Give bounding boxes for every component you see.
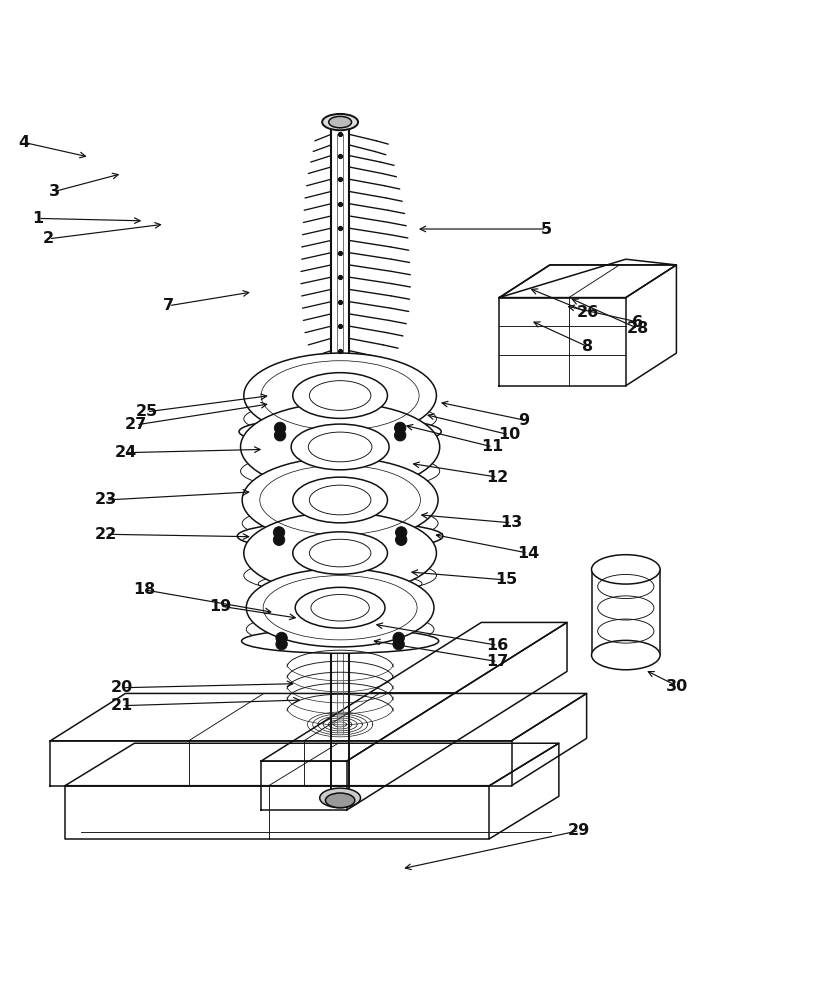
Ellipse shape	[244, 512, 437, 594]
Circle shape	[395, 422, 406, 434]
Circle shape	[396, 534, 407, 545]
Circle shape	[393, 638, 405, 650]
Ellipse shape	[325, 793, 355, 808]
Text: 1: 1	[33, 211, 43, 226]
Text: 27: 27	[125, 417, 147, 432]
Ellipse shape	[591, 555, 660, 584]
Text: 6: 6	[632, 315, 644, 330]
Text: 28: 28	[627, 321, 649, 336]
Ellipse shape	[319, 788, 360, 808]
Text: 8: 8	[581, 339, 593, 354]
Text: 29: 29	[568, 823, 590, 838]
Text: 30: 30	[666, 679, 688, 694]
Ellipse shape	[310, 485, 371, 515]
Ellipse shape	[242, 458, 438, 542]
Ellipse shape	[238, 521, 443, 551]
Text: 7: 7	[163, 298, 174, 313]
Circle shape	[395, 430, 406, 441]
Text: 17: 17	[486, 654, 509, 669]
Ellipse shape	[292, 373, 387, 418]
Circle shape	[274, 534, 285, 545]
Ellipse shape	[311, 594, 369, 621]
Text: 22: 22	[95, 527, 117, 542]
Ellipse shape	[310, 539, 371, 567]
Text: 23: 23	[95, 492, 117, 508]
Ellipse shape	[591, 640, 660, 670]
Circle shape	[396, 527, 407, 538]
Text: 18: 18	[133, 582, 156, 597]
Text: 15: 15	[495, 572, 517, 587]
Text: 10: 10	[498, 427, 520, 442]
Ellipse shape	[292, 477, 387, 523]
Circle shape	[393, 632, 405, 644]
Ellipse shape	[308, 432, 372, 462]
Text: 13: 13	[500, 515, 523, 530]
Text: 4: 4	[19, 135, 29, 150]
Text: 19: 19	[209, 599, 231, 614]
Text: 16: 16	[486, 638, 509, 653]
Ellipse shape	[242, 629, 439, 653]
Circle shape	[276, 638, 287, 650]
Circle shape	[274, 422, 286, 434]
Circle shape	[274, 527, 285, 538]
Text: 3: 3	[49, 184, 60, 199]
Circle shape	[274, 430, 286, 441]
Text: 25: 25	[136, 404, 158, 419]
Ellipse shape	[322, 114, 358, 130]
Text: 9: 9	[518, 413, 529, 428]
Text: 26: 26	[577, 305, 599, 320]
Text: 21: 21	[111, 698, 133, 713]
Ellipse shape	[292, 532, 387, 574]
Ellipse shape	[239, 417, 441, 446]
Ellipse shape	[241, 403, 440, 491]
Ellipse shape	[328, 116, 351, 128]
Circle shape	[276, 632, 287, 644]
Ellipse shape	[310, 381, 371, 410]
Text: 24: 24	[115, 445, 137, 460]
Text: 14: 14	[517, 546, 539, 561]
Text: 20: 20	[111, 680, 133, 695]
Text: 12: 12	[486, 470, 509, 485]
Text: 11: 11	[482, 439, 504, 454]
Text: 5: 5	[541, 222, 552, 237]
Text: 2: 2	[43, 231, 54, 246]
Ellipse shape	[244, 353, 437, 438]
Ellipse shape	[291, 424, 389, 470]
Ellipse shape	[247, 569, 434, 647]
Ellipse shape	[295, 587, 385, 628]
